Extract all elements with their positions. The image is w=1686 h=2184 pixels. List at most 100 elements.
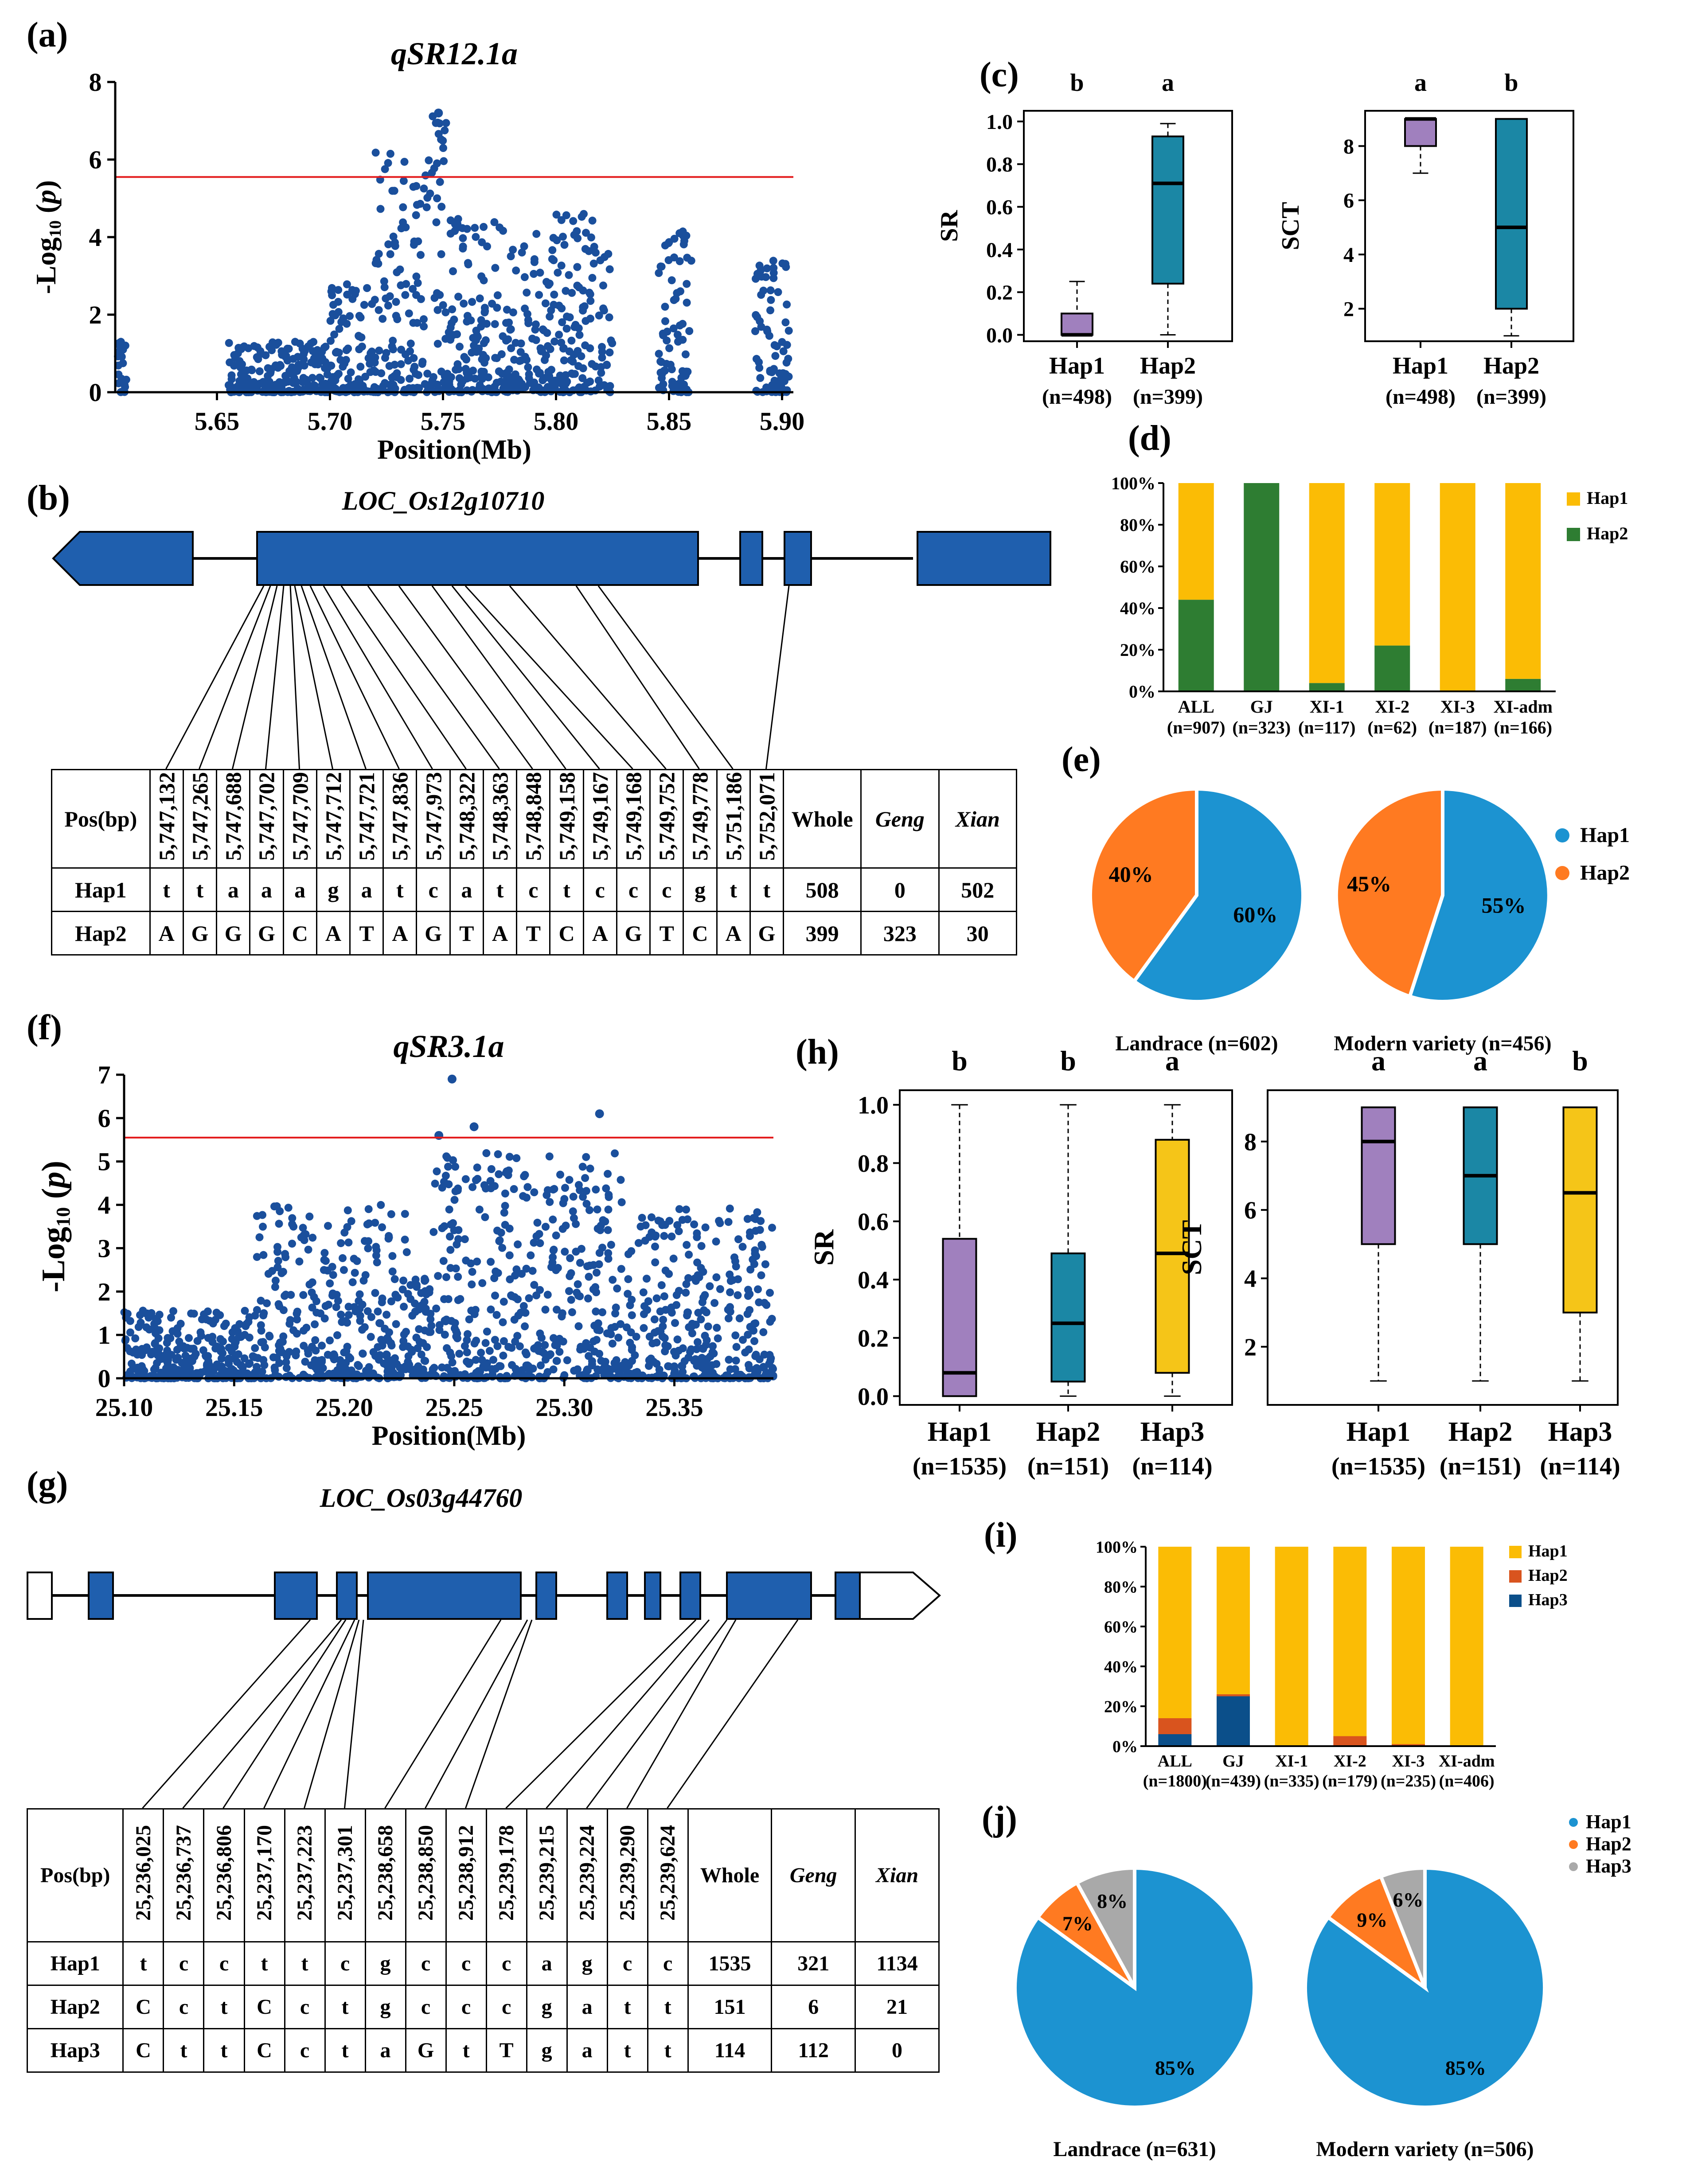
count-cell: 30 [938, 911, 1017, 956]
snp-point [549, 1215, 557, 1224]
snp-point [491, 354, 500, 362]
snp-point [439, 301, 447, 309]
snp-point [200, 1310, 208, 1318]
snp-point [694, 1338, 702, 1346]
snp-point [609, 1275, 617, 1284]
snp-point [482, 1184, 490, 1193]
snp-point [437, 250, 445, 258]
snp-point [592, 1186, 600, 1194]
snp-position: 5,747,132 [149, 769, 184, 869]
snp-point [164, 1350, 172, 1358]
snp-point [680, 1357, 689, 1365]
snp-point [274, 1300, 283, 1308]
x-tick-label: 25.30 [535, 1393, 593, 1422]
snp-point [478, 1279, 487, 1287]
snp-point [612, 1303, 620, 1312]
snp-point [568, 289, 576, 297]
snp-point [507, 1291, 515, 1299]
snp-point [169, 1307, 177, 1315]
snp-point [525, 1294, 533, 1303]
snp-point [343, 290, 351, 299]
snp-point [126, 1373, 135, 1381]
snp-point [234, 1333, 243, 1342]
snp-point [396, 265, 404, 274]
snp-point [333, 1331, 341, 1339]
snp-point [436, 291, 444, 299]
snp-point [153, 1359, 161, 1367]
snp-point [761, 1260, 769, 1268]
snp-point [449, 267, 457, 275]
snp-point [426, 1315, 435, 1323]
snp-point [275, 1220, 283, 1228]
snp-point [385, 1328, 393, 1337]
snp-point [766, 1289, 774, 1297]
snp-point [399, 1343, 407, 1351]
snp-point [752, 275, 760, 283]
snp-point [334, 298, 343, 306]
snp-point [698, 1298, 706, 1306]
snp-point [565, 271, 573, 279]
table-header-xian: Xian [938, 769, 1017, 869]
snp-point [313, 346, 321, 354]
snp-point [473, 1175, 482, 1183]
snp-point [712, 1360, 721, 1368]
snp-point [438, 1183, 446, 1192]
bar-hap2 [1158, 1718, 1192, 1734]
snp-connector [384, 1619, 502, 1809]
allele-cell: A [716, 911, 751, 956]
y-tick-label: 7 [98, 1061, 111, 1089]
snp-point [617, 1198, 626, 1206]
category-label: XI-1 [1310, 697, 1344, 717]
allele-cell: c [485, 1985, 527, 2029]
snp-point [260, 1361, 269, 1369]
boxplot-h1: 0.0 0.2 0.4 0.6 0.8 1.0 SR b Hap1 (n=1535) b Hap2 (n… [808, 1045, 1233, 1480]
snp-point [420, 1298, 429, 1306]
panel-label-h: (h) [796, 1033, 839, 1072]
pie-e1: 60% 40% Landrace (n=602) [1088, 787, 1305, 1055]
snp-point [435, 119, 444, 128]
table-header-geng: Geng [860, 769, 940, 869]
snp-point [285, 1319, 294, 1328]
snp-point [288, 1220, 297, 1228]
snp-point [582, 1200, 591, 1208]
legend-label: Hap3 [1528, 1591, 1568, 1609]
snp-point [226, 358, 234, 367]
sample-size-label: (n=323) [1232, 718, 1291, 737]
snp-point [585, 1206, 593, 1214]
snp-point [477, 1349, 485, 1357]
allele-cell: A [582, 911, 617, 956]
snp-point [698, 1359, 706, 1368]
snp-point [456, 1295, 464, 1303]
x-axis-label: Position(Mb) [372, 1421, 526, 1451]
snp-point [757, 266, 765, 274]
table-header-whole: Whole [687, 1808, 773, 1942]
snp-connector [222, 1619, 347, 1809]
snp-point [361, 1271, 370, 1279]
bar-hap1 [1158, 1547, 1192, 1718]
allele-cell: G [182, 911, 218, 956]
snp-point [565, 1176, 574, 1184]
snp-point [412, 211, 420, 219]
snp-point [716, 1285, 724, 1293]
snp-point [334, 308, 343, 316]
snp-connector [344, 1619, 364, 1809]
snp-point [356, 1311, 364, 1320]
snp-point [530, 1188, 539, 1197]
snp-point [371, 148, 380, 157]
snp-cluster [751, 257, 793, 396]
snp-connector [451, 585, 600, 769]
snp-point [246, 1359, 254, 1368]
snp-point [359, 382, 367, 390]
snp-cluster [120, 1306, 260, 1382]
snp-point [613, 1284, 621, 1293]
significance-letter: b [1060, 1045, 1076, 1076]
snp-point [468, 1268, 476, 1276]
snp-point [545, 1152, 554, 1161]
y-tick-label: 3 [98, 1234, 111, 1263]
snp-point [435, 1321, 444, 1329]
snp-point [588, 274, 597, 282]
category-label: ALL [1178, 697, 1214, 717]
snp-point [659, 380, 667, 388]
snp-point [429, 1228, 438, 1236]
snp-point [569, 1193, 578, 1201]
